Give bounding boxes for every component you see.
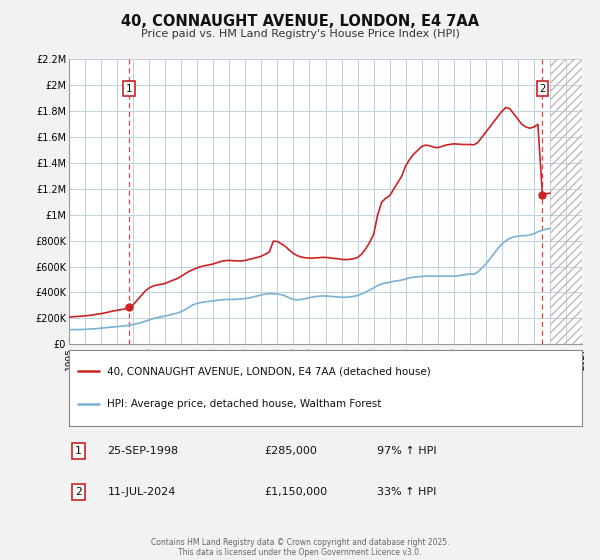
Text: 40, CONNAUGHT AVENUE, LONDON, E4 7AA (detached house): 40, CONNAUGHT AVENUE, LONDON, E4 7AA (de… (107, 366, 431, 376)
Text: Contains HM Land Registry data © Crown copyright and database right 2025.
This d: Contains HM Land Registry data © Crown c… (151, 538, 449, 557)
Text: 1: 1 (75, 446, 82, 456)
Text: 40, CONNAUGHT AVENUE, LONDON, E4 7AA: 40, CONNAUGHT AVENUE, LONDON, E4 7AA (121, 14, 479, 29)
Text: Price paid vs. HM Land Registry's House Price Index (HPI): Price paid vs. HM Land Registry's House … (140, 29, 460, 39)
Text: £1,150,000: £1,150,000 (264, 487, 327, 497)
Text: 25-SEP-1998: 25-SEP-1998 (107, 446, 179, 456)
Text: £285,000: £285,000 (264, 446, 317, 456)
Text: 2: 2 (75, 487, 82, 497)
Text: 2: 2 (539, 84, 545, 94)
Text: 1: 1 (125, 84, 132, 94)
Text: 33% ↑ HPI: 33% ↑ HPI (377, 487, 436, 497)
Text: 11-JUL-2024: 11-JUL-2024 (107, 487, 176, 497)
Text: 97% ↑ HPI: 97% ↑ HPI (377, 446, 436, 456)
Text: HPI: Average price, detached house, Waltham Forest: HPI: Average price, detached house, Walt… (107, 399, 382, 409)
